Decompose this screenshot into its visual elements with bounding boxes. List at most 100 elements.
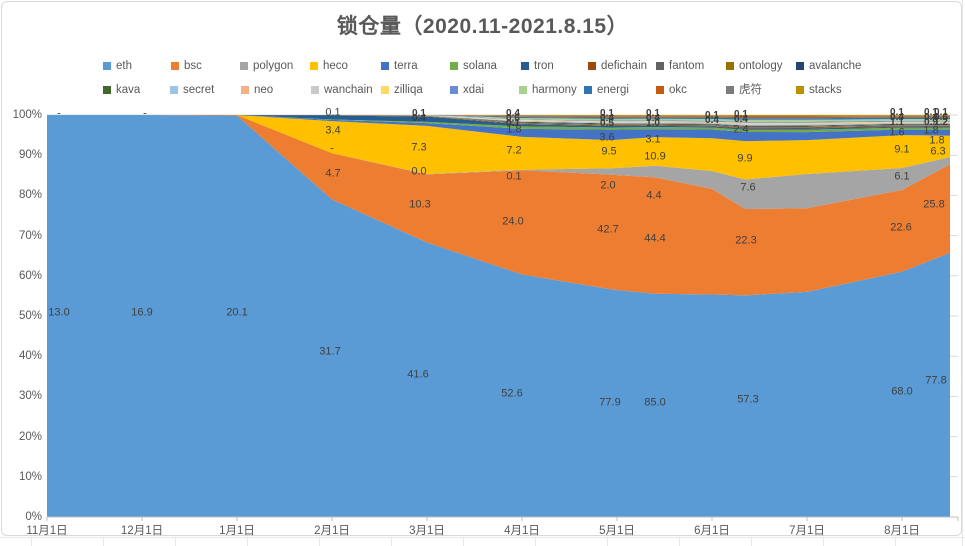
legend-item-energi[interactable]: energi xyxy=(584,83,629,97)
legend-swatch-fantom xyxy=(656,62,664,70)
sheet-gridline xyxy=(962,0,963,546)
sheet-gridline xyxy=(823,537,824,546)
legend-label: neo xyxy=(254,84,274,96)
legend-item-eth[interactable]: eth xyxy=(103,59,132,73)
legend-item-polygon[interactable]: polygon xyxy=(240,59,293,73)
series-terra-area[interactable] xyxy=(47,115,950,142)
data-label-heco: 7.3 xyxy=(411,141,427,154)
legend-label: xdai xyxy=(463,84,485,96)
legend-swatch-wanchain xyxy=(311,86,319,94)
legend-swatch-terra xyxy=(381,62,389,70)
sheet-gridline xyxy=(0,537,965,538)
legend-item-ontology[interactable]: ontology xyxy=(726,59,782,73)
y-tick-label: 10% xyxy=(18,470,42,483)
series-zilliqa-area[interactable] xyxy=(47,115,950,124)
series-ontology-area[interactable] xyxy=(47,115,950,127)
sheet-gridline xyxy=(175,537,176,546)
series-wanchain-area[interactable] xyxy=(47,115,950,125)
legend-item-secret[interactable]: secret xyxy=(170,83,214,97)
legend-item-okc[interactable]: okc xyxy=(656,83,687,97)
data-label-terra: 0.1 xyxy=(325,106,341,119)
legend-item-wanchain[interactable]: wanchain xyxy=(311,83,373,97)
sheet-gridline xyxy=(895,537,896,546)
series-neo-area[interactable] xyxy=(47,115,950,125)
data-label-eth: 77.9 xyxy=(599,396,621,409)
series-defichain-area[interactable] xyxy=(47,115,950,129)
legend-swatch-kava xyxy=(103,86,111,94)
y-tick-label: 0% xyxy=(25,511,42,523)
legend-label: ontology xyxy=(739,60,783,72)
legend-item-bsc[interactable]: bsc xyxy=(171,59,202,73)
series-areas xyxy=(47,115,950,517)
data-label-eth: 52.6 xyxy=(501,387,523,400)
sheet-gridline xyxy=(103,537,104,546)
legend-item-kava[interactable]: kava xyxy=(103,83,140,97)
data-label-terra: 1.8 xyxy=(506,123,522,136)
series-solana-area[interactable] xyxy=(47,115,950,133)
data-label-heco: 6.3 xyxy=(930,145,946,158)
series-polygon-area[interactable] xyxy=(47,115,950,210)
series-okc-area[interactable] xyxy=(47,115,950,119)
series-xdai-area[interactable] xyxy=(47,115,950,123)
legend-item-heco[interactable]: heco xyxy=(310,59,348,73)
data-label-heco: 10.9 xyxy=(644,150,666,163)
legend-swatch-bsc xyxy=(171,62,179,70)
legend-item-avalanche[interactable]: avalanche xyxy=(796,59,861,73)
legend-swatch-eth xyxy=(103,62,111,70)
series-tron-area[interactable] xyxy=(47,115,950,130)
legend-swatch-tron xyxy=(521,62,529,70)
y-tick-label: 20% xyxy=(18,430,42,443)
legend-item-harmony[interactable]: harmony xyxy=(519,83,577,97)
y-tick-label: 50% xyxy=(18,310,42,322)
legend-item-defichain[interactable]: defichain xyxy=(588,59,647,73)
sheet-gridline xyxy=(319,537,320,546)
legend-item-zilliqa[interactable]: zilliqa xyxy=(381,83,423,97)
series-heco-area[interactable] xyxy=(47,115,950,180)
y-tick-label: 70% xyxy=(18,229,42,242)
data-label-zero: - xyxy=(57,107,61,120)
data-label-polygon: 2.0 xyxy=(600,179,616,192)
legend-item-solana[interactable]: solana xyxy=(450,59,497,73)
legend-item-tron[interactable]: tron xyxy=(521,59,554,73)
x-axis xyxy=(46,516,959,521)
series-eth-area[interactable] xyxy=(47,115,950,517)
series-fantom-area[interactable] xyxy=(47,115,950,128)
x-tick-label: 5月1日 xyxy=(599,525,635,537)
legend-item-虎符[interactable]: 虎符 xyxy=(726,83,762,97)
legend-item-xdai[interactable]: xdai xyxy=(450,83,484,97)
chart-title[interactable]: 锁仓量（2020.11-2021.8.15） xyxy=(336,15,629,38)
series-stacks-area[interactable] xyxy=(47,115,950,116)
legend-item-terra[interactable]: terra xyxy=(381,59,418,73)
data-label-bsc: 22.3 xyxy=(735,234,757,247)
sheet-gridline xyxy=(535,537,536,546)
series-secret-area[interactable] xyxy=(47,115,950,126)
legend-item-neo[interactable]: neo xyxy=(241,83,273,97)
series-avalanche-area[interactable] xyxy=(47,115,950,127)
legend-label: wanchain xyxy=(324,84,373,96)
series-harmony-area[interactable] xyxy=(47,115,950,122)
legend-label: polygon xyxy=(253,60,294,72)
data-label-eth: 57.3 xyxy=(737,393,759,406)
legend-item-stacks[interactable]: stacks xyxy=(796,83,842,97)
series-虎符-area[interactable] xyxy=(47,115,950,117)
series-kava-area[interactable] xyxy=(47,115,950,126)
series-bsc-area[interactable] xyxy=(47,115,950,296)
legend-swatch-虎符 xyxy=(726,86,734,94)
data-label-polygon: 0.0 xyxy=(411,165,427,178)
legend-item-fantom[interactable]: fantom xyxy=(656,59,704,73)
x-tick-label: 6月1日 xyxy=(694,525,730,537)
legend-label: secret xyxy=(183,84,215,96)
legend-label: tron xyxy=(534,60,554,72)
y-tick-label: 60% xyxy=(18,269,42,282)
data-label-heco: 9.9 xyxy=(737,152,753,165)
data-label-bsc: 24.0 xyxy=(502,215,524,228)
series-energi-area[interactable] xyxy=(47,115,950,120)
x-tick-label: 1月1日 xyxy=(219,525,255,537)
legend-label: eth xyxy=(116,60,132,72)
sheet-gridline xyxy=(391,537,392,546)
x-tick-label: 11月1日 xyxy=(26,525,68,537)
y-tick-label: 80% xyxy=(18,189,42,202)
legend-label: kava xyxy=(116,84,141,96)
data-label-polygon: 4.4 xyxy=(646,189,662,202)
